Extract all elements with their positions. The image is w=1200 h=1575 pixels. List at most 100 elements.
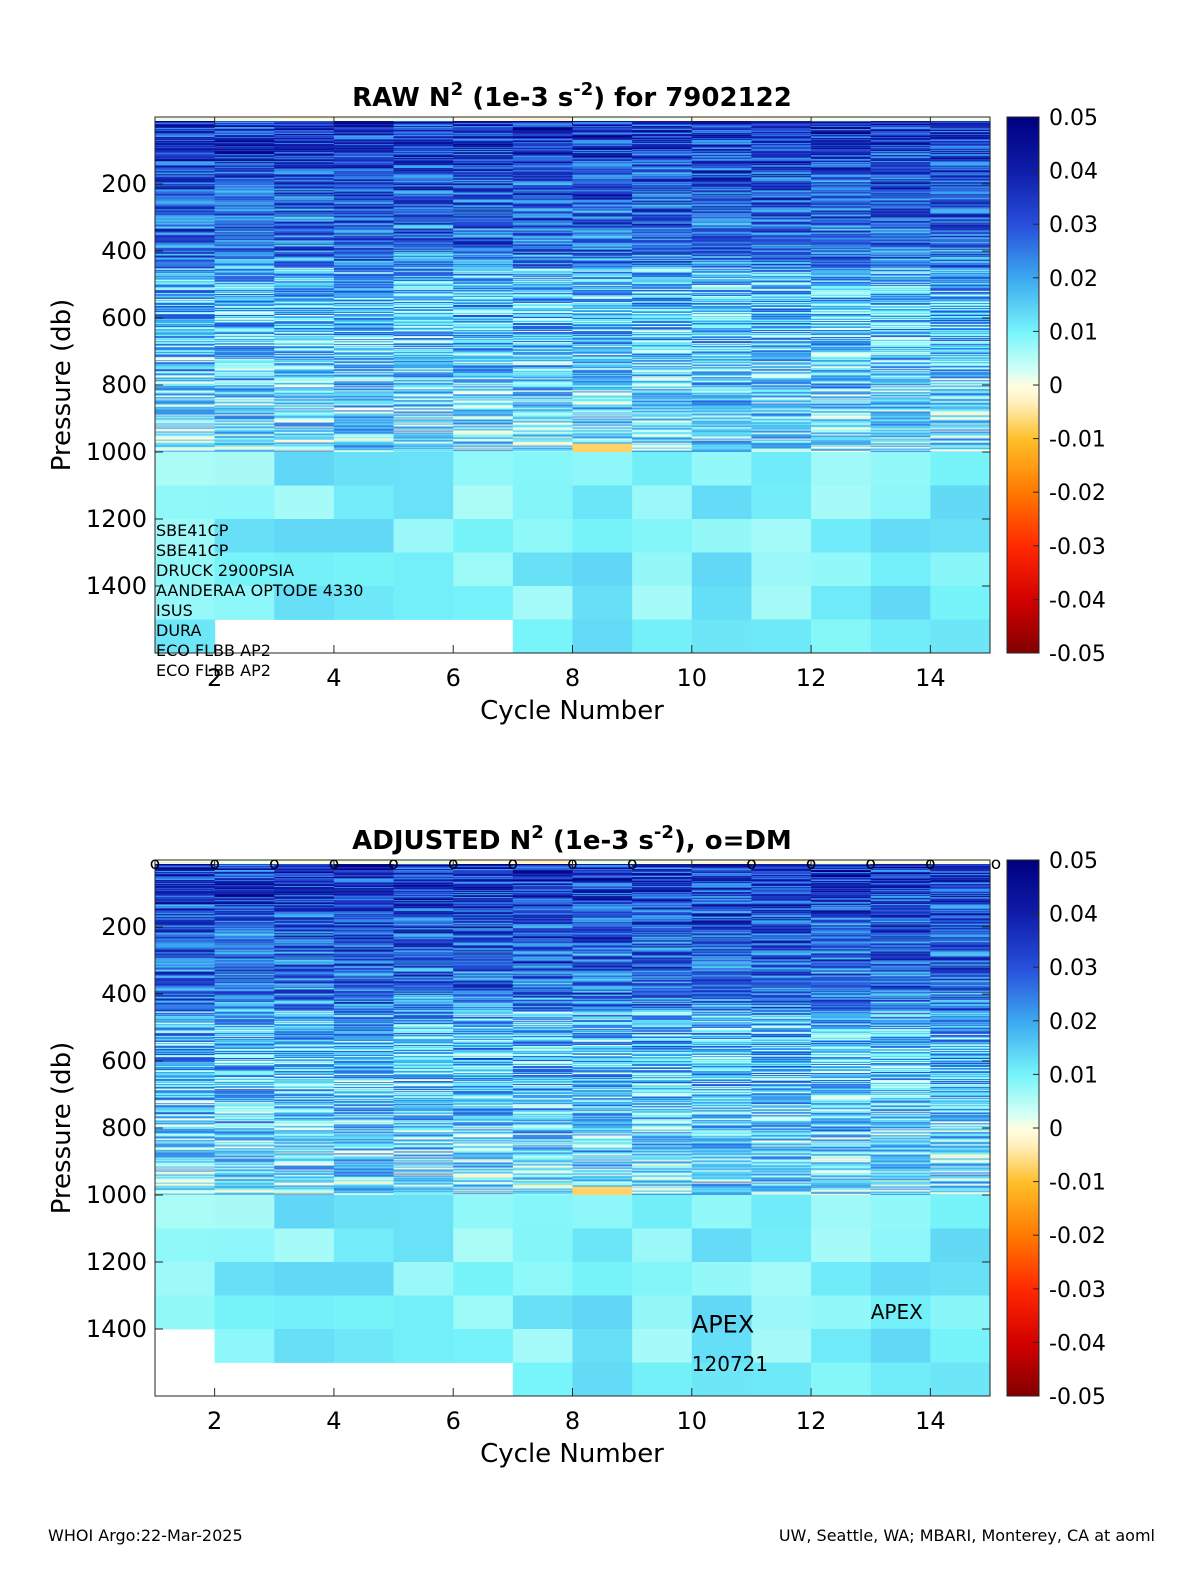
heat-cell: [512, 140, 574, 142]
heat-cell: [930, 216, 991, 218]
heat-cell: [572, 292, 633, 295]
heat-cell: [811, 429, 872, 431]
heat-cell: [691, 432, 753, 434]
heat-cell: [512, 123, 574, 125]
heat-cell: [333, 275, 395, 278]
heat-cell: [155, 343, 216, 345]
heat-cell: [691, 131, 753, 133]
heat-cell: [393, 137, 454, 139]
heat-cell: [155, 290, 216, 293]
colorbar-swatch: [1007, 242, 1039, 247]
heat-cell: [930, 118, 991, 120]
heat-cell: [751, 231, 812, 233]
heat-cell: [274, 287, 335, 290]
heat-cell: [274, 318, 335, 320]
heat-cell: [632, 278, 693, 281]
heat-cell: [751, 314, 812, 317]
heat-cell: [453, 389, 514, 391]
heat-cell: [333, 170, 395, 172]
heat-cell: [572, 187, 633, 189]
heat-cell: [811, 360, 872, 362]
heat-cell: [751, 249, 812, 252]
heat-cell: [155, 236, 216, 238]
heat-cell: [811, 439, 872, 442]
heat-cell: [393, 171, 454, 173]
heat-cell: [512, 418, 574, 420]
heat-cell: [393, 330, 454, 332]
heat-cell: [870, 303, 931, 306]
heat-cell: [811, 279, 872, 282]
colorbar-swatch: [1007, 583, 1039, 587]
heat-cell: [930, 332, 991, 334]
colorbar-swatch: [1007, 607, 1039, 611]
heat-cell: [691, 403, 753, 405]
heat-cell: [572, 404, 633, 406]
heat-cell: [632, 335, 693, 337]
heat-cell: [811, 347, 872, 349]
heat-cell: [393, 191, 454, 193]
heat-cell: [333, 428, 395, 430]
heat-cell: [811, 219, 872, 221]
heat-cell: [572, 222, 633, 224]
heat-cell: [512, 131, 574, 133]
heat-cell: [691, 138, 753, 140]
colorbar-swatch: [1007, 232, 1039, 236]
heat-cell: [333, 409, 395, 411]
heat-cell: [214, 349, 275, 351]
heat-cell: [930, 324, 991, 326]
heat-cell: [691, 196, 753, 198]
heat-cell: [811, 398, 872, 400]
heat-cell: [214, 586, 275, 620]
heat-cell: [333, 315, 395, 318]
heat-cell: [453, 287, 514, 290]
heat-cell: [811, 419, 872, 421]
heat-cell: [691, 261, 753, 264]
heat-cell: [870, 359, 931, 361]
heat-cell: [870, 171, 931, 173]
heat-cell: [393, 229, 454, 231]
heat-cell: [512, 396, 574, 398]
colorbar-swatch: [1007, 559, 1039, 563]
heat-cell: [870, 228, 931, 230]
heat-cell: [155, 415, 216, 417]
heat-cell: [870, 221, 931, 223]
heat-cell: [572, 427, 633, 429]
heat-cell: [274, 176, 335, 178]
heat-cell: [333, 194, 395, 196]
heat-cell: [274, 369, 335, 371]
heat-cell: [691, 224, 753, 226]
colorbar-swatch: [1007, 170, 1039, 174]
heat-cell: [453, 233, 514, 235]
heat-cell: [393, 424, 454, 426]
heat-cell: [811, 300, 872, 303]
colorbar-swatch: [1007, 572, 1039, 576]
heat-cell: [572, 353, 633, 355]
heat-cell: [393, 118, 454, 120]
heat-cell: [930, 304, 991, 307]
heat-cell: [155, 320, 216, 322]
heat-cell: [811, 159, 872, 161]
heat-cell: [512, 402, 574, 404]
heat-cell: [214, 434, 275, 436]
heat-cell: [512, 289, 574, 292]
heat-cell: [155, 125, 216, 127]
heat-cell: [632, 383, 693, 385]
heat-cell: [870, 318, 931, 320]
heat-cell: [572, 176, 633, 178]
heat-cell: [751, 355, 812, 357]
heat-cell: [632, 403, 693, 405]
heat-cell: [632, 233, 693, 235]
heat-cell: [274, 143, 335, 145]
heat-cell: [870, 323, 931, 325]
heat-cell: [751, 244, 812, 247]
colorbar-swatch: [1007, 157, 1039, 161]
heat-cell: [691, 133, 753, 135]
heat-cell: [811, 400, 872, 402]
heat-cell: [632, 303, 693, 306]
heat-cell: [214, 231, 275, 233]
heat-cell: [870, 383, 931, 385]
heat-cell: [751, 192, 812, 194]
heat-cell: [512, 230, 574, 232]
heat-cell: [274, 178, 335, 180]
heat-cell: [811, 250, 872, 253]
